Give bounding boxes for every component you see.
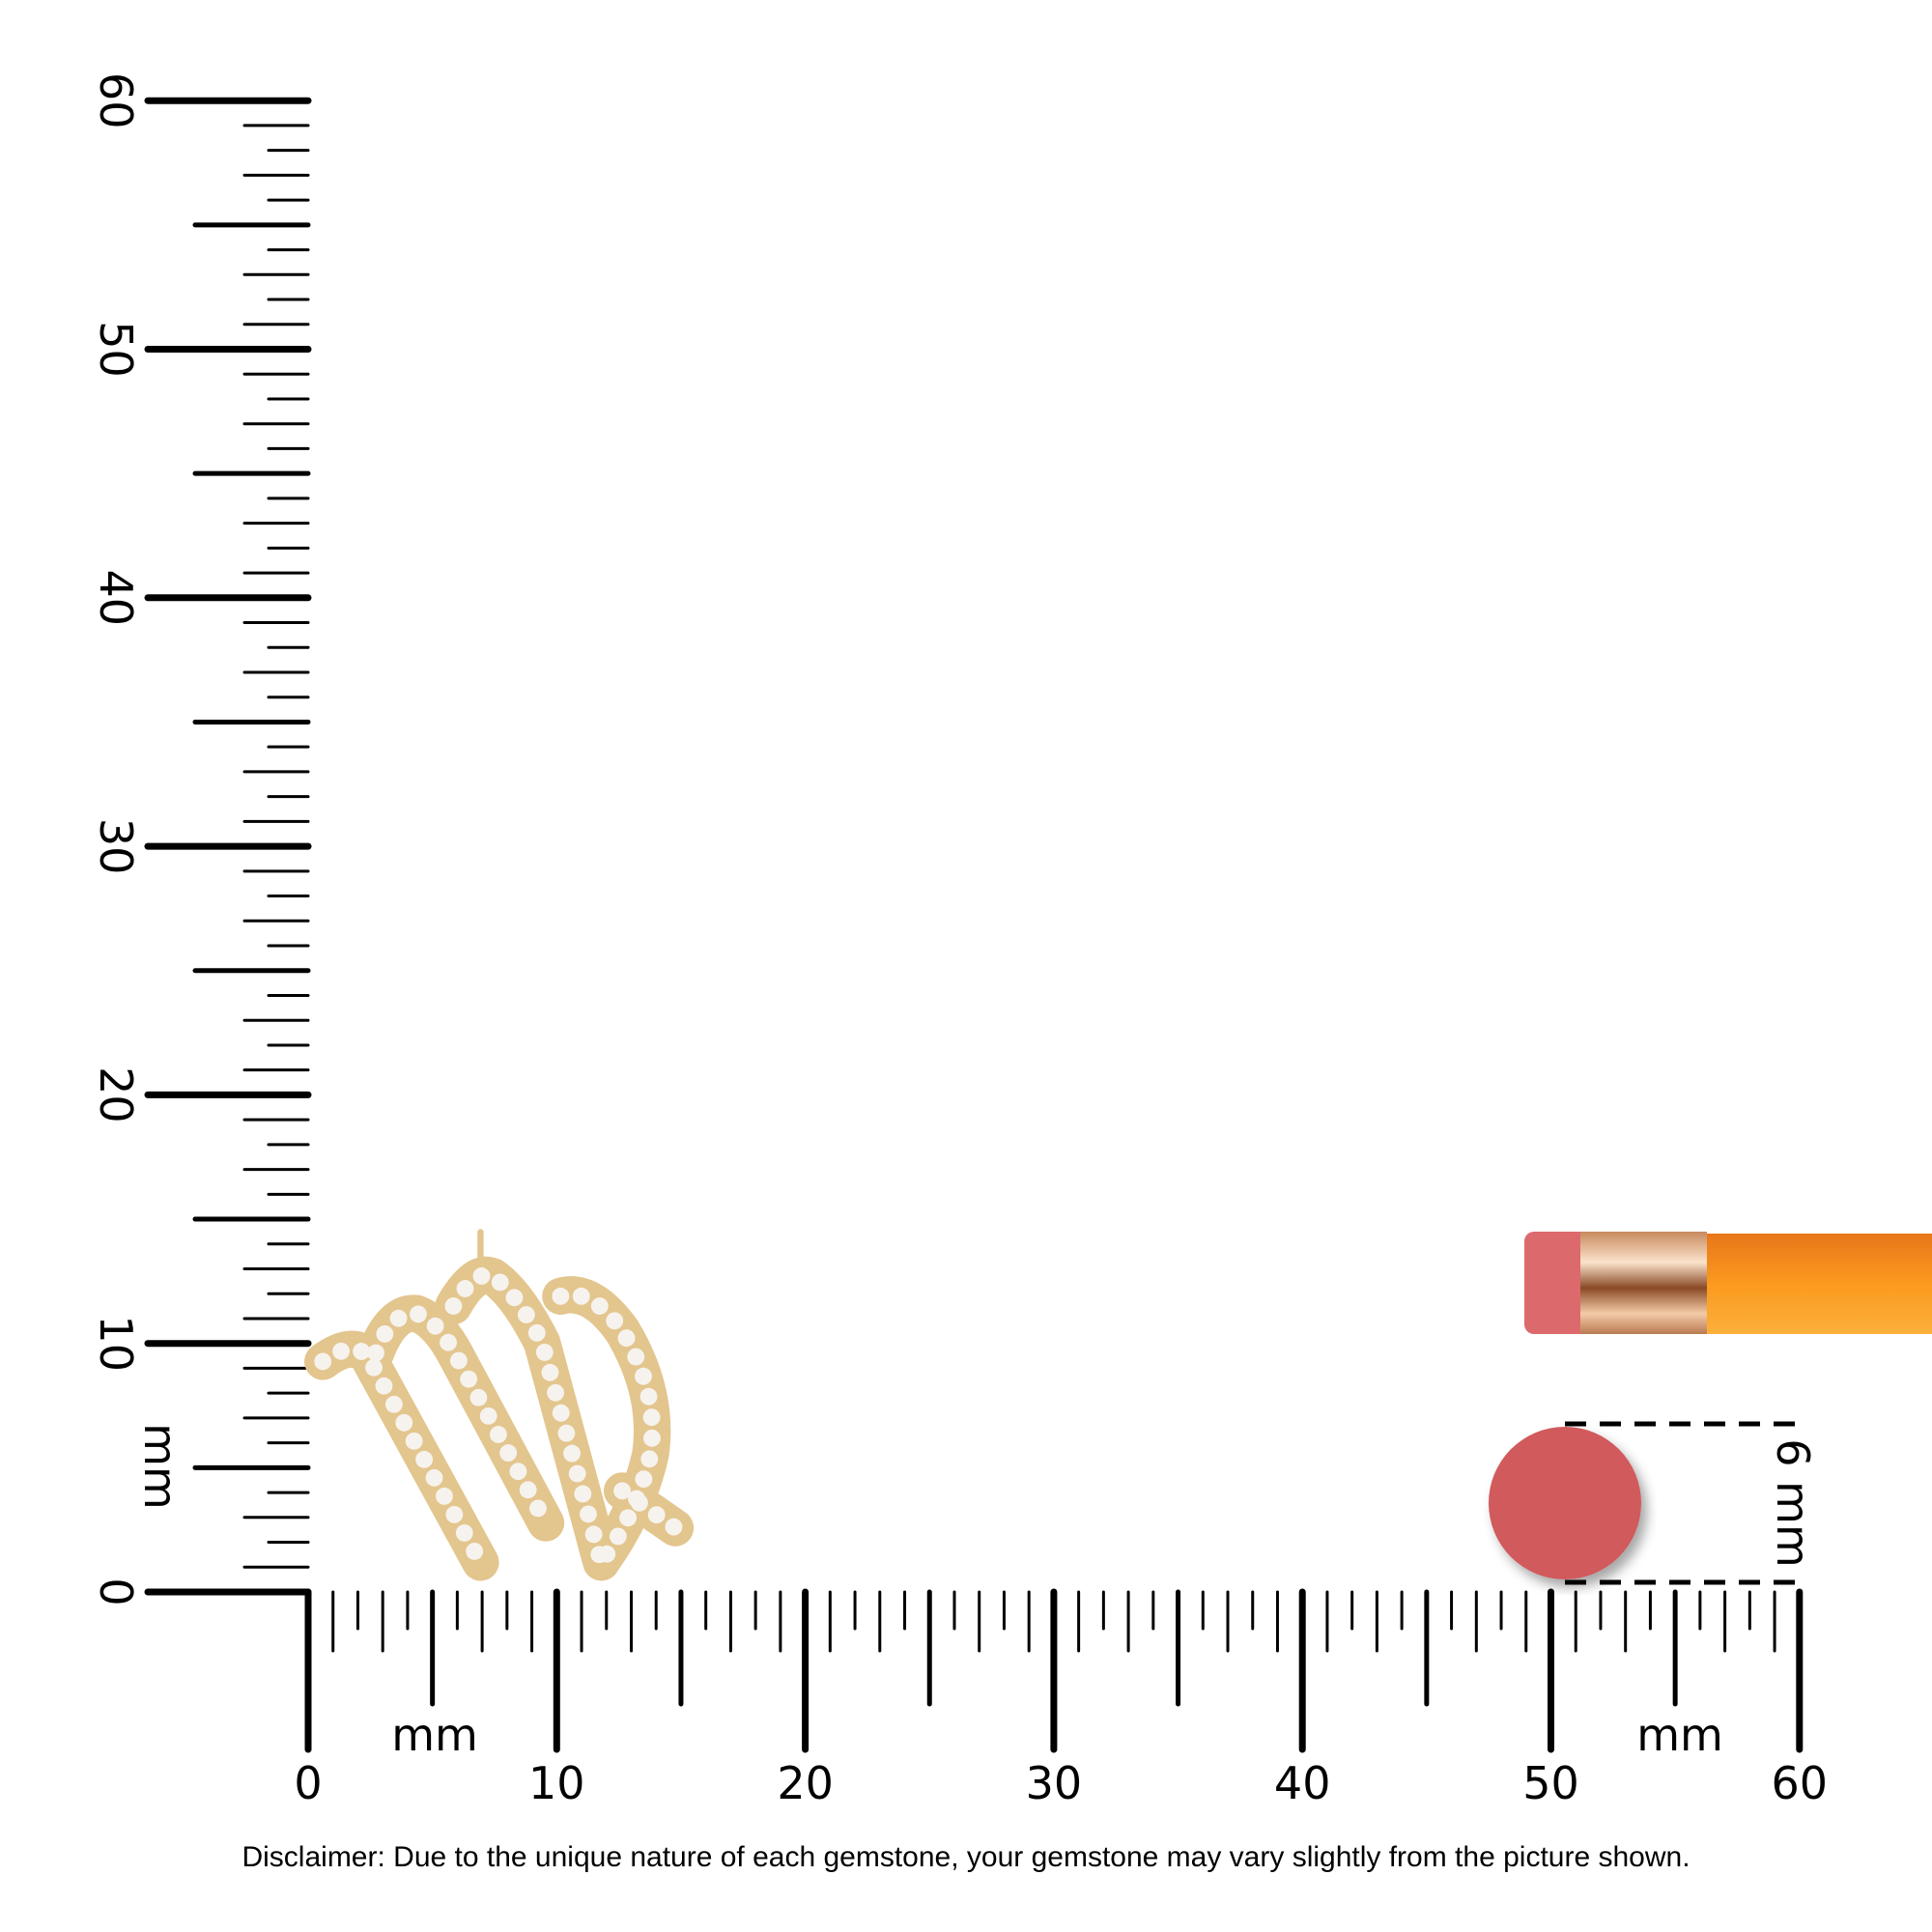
h-label-10: 10 [528, 1757, 585, 1809]
disclaimer: Disclaimer: Due to the unique nature of … [242, 1841, 1690, 1873]
v-label-20: 20 [90, 1066, 142, 1123]
v-label-30: 30 [90, 818, 142, 875]
v-label-60: 60 [90, 72, 142, 129]
horizontal-unit-label-left: mm [391, 1709, 478, 1761]
h-label-0: 0 [294, 1757, 322, 1809]
eraser-reference [1489, 1427, 1641, 1579]
v-label-40: 40 [90, 570, 142, 627]
h-label-30: 30 [1026, 1757, 1083, 1809]
h-label-60: 60 [1772, 1757, 1829, 1809]
eraser-dimension-label: 6 mm [1767, 1438, 1819, 1568]
horizontal-ruler [304, 1588, 1804, 1753]
vertical-ruler [144, 97, 312, 1596]
horizontal-unit-label-right: mm [1636, 1709, 1723, 1761]
vertical-unit-label: mm [134, 1423, 186, 1510]
v-label-10: 10 [90, 1315, 142, 1372]
dimension-lines [1565, 1421, 1799, 1585]
vertical-ruler-labels: 0 10 20 30 40 50 60 [90, 72, 142, 1606]
h-label-20: 20 [777, 1757, 834, 1809]
h-label-40: 40 [1274, 1757, 1331, 1809]
virgo-pendant-image [304, 1229, 695, 1581]
v-label-50: 50 [90, 321, 142, 378]
horizontal-ruler-labels: 0 10 20 30 40 50 60 [294, 1757, 1828, 1809]
v-label-0: 0 [90, 1577, 142, 1605]
pencil-image [1524, 1232, 1932, 1334]
h-label-50: 50 [1522, 1757, 1579, 1809]
